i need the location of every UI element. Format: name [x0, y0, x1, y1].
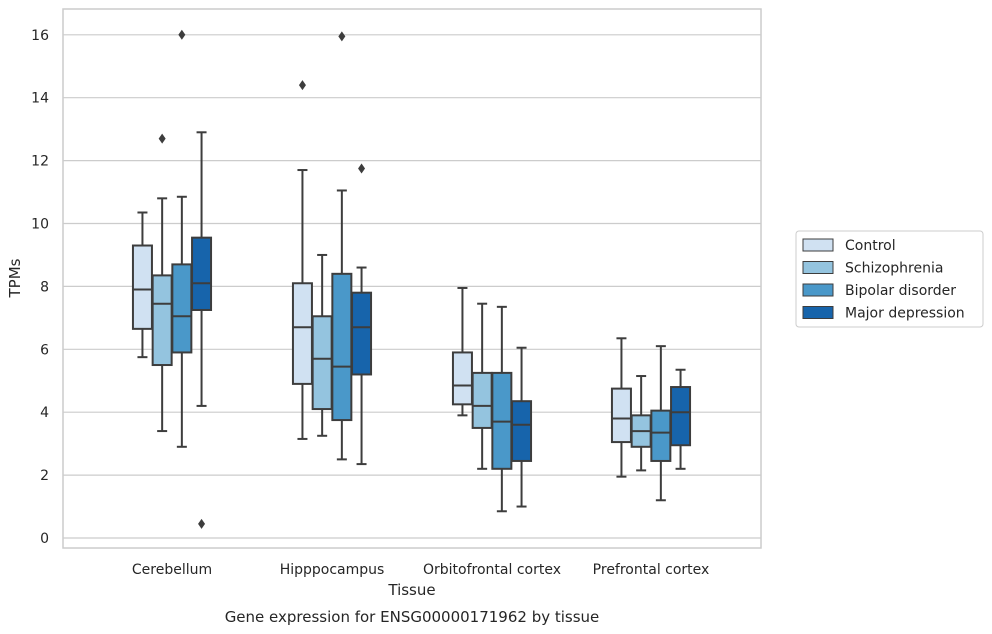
- y-tick-label: 10: [31, 217, 49, 233]
- x-tick-label: Orbitofrontal cortex: [423, 562, 561, 578]
- box-group: [471, 302, 493, 470]
- y-axis-label: TPMs: [6, 258, 24, 298]
- box-group: [630, 375, 652, 472]
- x-tick-label: Prefrontal cortex: [593, 562, 710, 578]
- legend-frame: [795, 230, 984, 328]
- box-group: [511, 346, 533, 508]
- x-tick-label: Hipppocampus: [280, 562, 385, 578]
- box-group: [191, 131, 213, 529]
- box-group: [131, 211, 153, 359]
- legend-label: Control: [845, 238, 896, 254]
- box: [151, 274, 173, 367]
- box-group: [291, 80, 313, 440]
- outlier-point: [158, 133, 166, 144]
- box-group: [311, 253, 333, 437]
- box-group: [351, 163, 373, 466]
- box-group: [610, 337, 632, 478]
- box: [670, 386, 692, 447]
- box-group: [650, 345, 672, 502]
- legend-swatch: [802, 261, 834, 274]
- x-tick-labels: Cerebellum Hipppocampus Orbitofrontal cort…: [132, 562, 709, 578]
- box: [191, 236, 213, 311]
- outlier-point: [178, 29, 186, 40]
- box-group: [331, 31, 353, 461]
- y-tick-label: 0: [40, 531, 49, 547]
- box-group: [491, 305, 513, 513]
- y-tick-label: 16: [31, 28, 49, 44]
- figure-caption: Gene expression for ENSG00000171962 by t…: [225, 608, 600, 626]
- legend-label: Major depression: [845, 306, 965, 322]
- box: [351, 291, 373, 376]
- legend-label: Schizophrenia: [845, 261, 943, 277]
- box: [291, 282, 313, 385]
- y-tick-label: 6: [40, 342, 49, 358]
- outlier-point: [198, 518, 206, 529]
- y-tick-label: 8: [40, 279, 49, 295]
- y-tick-label: 14: [31, 91, 49, 107]
- y-tick-label: 12: [31, 154, 49, 170]
- y-tick-labels: 0 2 4 6 8 10 12 14 16: [31, 28, 49, 547]
- box: [610, 387, 632, 444]
- box-group: [451, 286, 473, 417]
- legend-swatch: [802, 306, 834, 319]
- boxes: [131, 29, 692, 529]
- outlier-point: [338, 31, 346, 42]
- box: [311, 315, 333, 411]
- outlier-point: [358, 163, 366, 174]
- box-group: [670, 368, 692, 470]
- legend: Control Schizophrenia Bipolar disorder Majo…: [795, 230, 984, 328]
- y-tick-label: 4: [40, 405, 49, 421]
- box: [131, 244, 153, 330]
- box-group: [171, 29, 193, 448]
- outlier-point: [298, 80, 306, 91]
- x-axis-label: Tissue: [387, 581, 435, 599]
- box: [471, 371, 493, 429]
- legend-swatch: [802, 238, 834, 252]
- legend-swatch: [802, 283, 834, 297]
- box-group: [151, 133, 173, 433]
- box: [451, 351, 473, 406]
- legend-label: Bipolar disorder: [845, 283, 956, 299]
- box: [331, 272, 353, 422]
- x-tick-label: Cerebellum: [132, 562, 212, 578]
- y-tick-label: 2: [40, 468, 49, 484]
- box: [171, 263, 193, 354]
- box: [511, 400, 533, 462]
- box: [650, 409, 672, 462]
- plot-frame: [62, 8, 762, 549]
